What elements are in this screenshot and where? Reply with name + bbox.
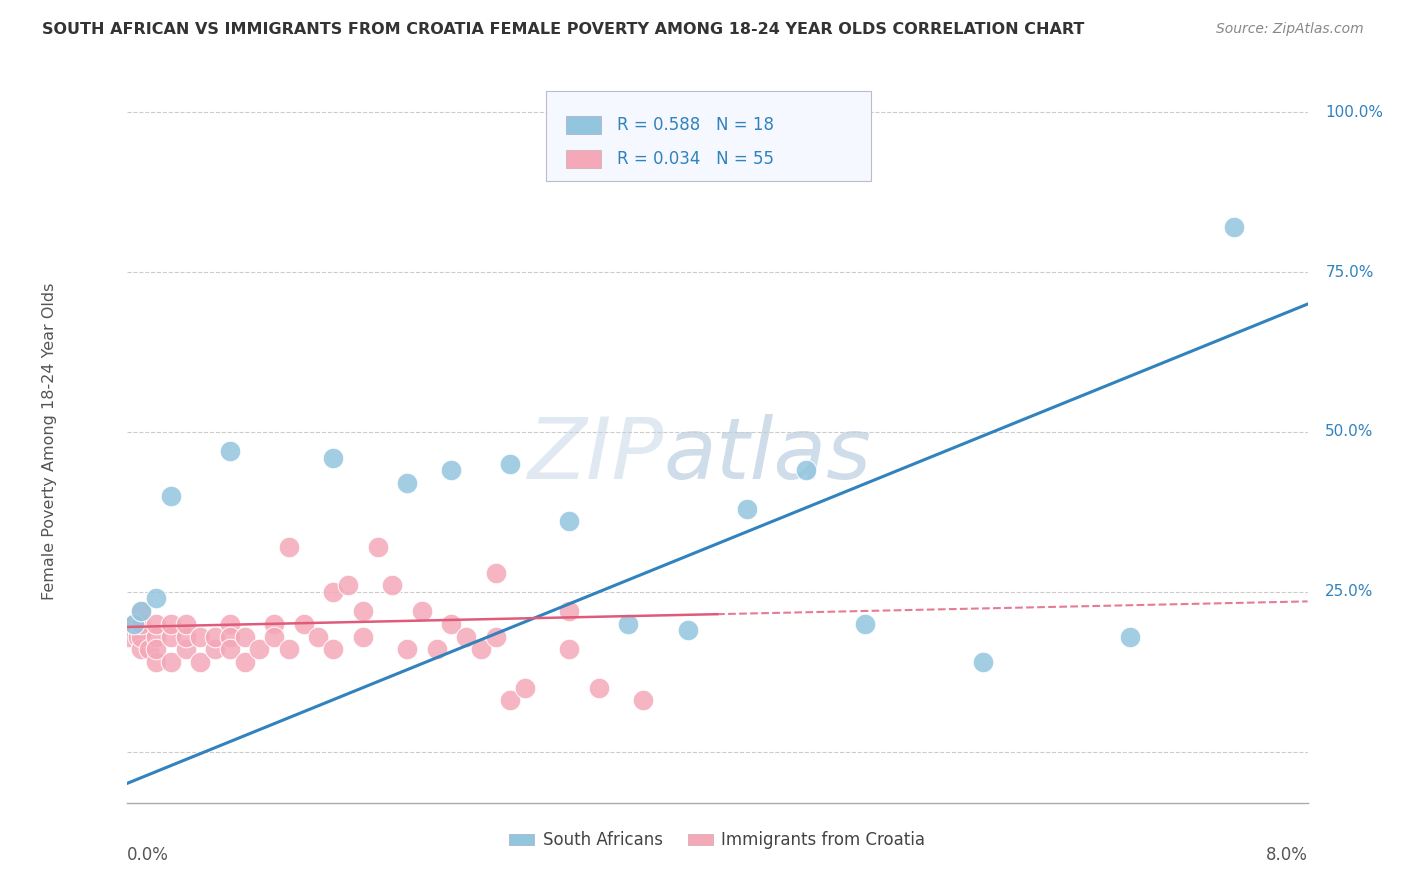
Point (352, 630, 374, 644)
Legend: South Africans, Immigrants from Croatia: South Africans, Immigrants from Croatia (502, 824, 932, 856)
Point (515, 681, 537, 695)
Point (676, 623, 699, 637)
Point (1119, 630, 1142, 644)
Point (263, 630, 285, 644)
Point (233, 655, 256, 669)
Text: R = 0.588   N = 18: R = 0.588 N = 18 (617, 116, 773, 134)
Point (188, 655, 212, 669)
Point (219, 642, 242, 657)
Point (307, 630, 329, 644)
Point (794, 463, 817, 477)
Point (853, 616, 876, 631)
Point (129, 604, 153, 618)
Point (204, 642, 226, 657)
Point (278, 642, 301, 657)
Point (233, 630, 256, 644)
Point (219, 444, 242, 458)
Point (617, 616, 640, 631)
Point (735, 501, 758, 516)
Text: R = 0.034   N = 55: R = 0.034 N = 55 (617, 150, 773, 168)
Point (204, 630, 226, 644)
Point (440, 616, 463, 631)
Point (558, 515, 581, 529)
Text: 0.0%: 0.0% (127, 847, 169, 864)
Text: Source: ZipAtlas.com: Source: ZipAtlas.com (1216, 22, 1364, 37)
Text: 100.0%: 100.0% (1326, 104, 1384, 120)
Point (122, 616, 145, 631)
Point (484, 630, 508, 644)
Text: 8.0%: 8.0% (1265, 847, 1308, 864)
Point (122, 616, 145, 631)
Bar (565, 151, 602, 169)
Point (127, 630, 149, 644)
Point (558, 604, 581, 618)
Point (588, 681, 610, 695)
Text: Female Poverty Among 18-24 Year Olds: Female Poverty Among 18-24 Year Olds (42, 283, 58, 600)
Text: ZIP: ZIP (527, 415, 664, 498)
Point (278, 540, 301, 554)
Point (396, 642, 419, 657)
Point (470, 642, 492, 657)
Point (138, 642, 160, 657)
Point (145, 642, 167, 657)
Point (219, 630, 242, 644)
Point (337, 578, 360, 592)
Point (426, 642, 449, 657)
Point (188, 630, 212, 644)
Point (322, 450, 344, 465)
Point (174, 642, 197, 657)
FancyBboxPatch shape (546, 91, 870, 181)
Point (118, 630, 141, 644)
Text: atlas: atlas (664, 415, 872, 498)
Point (499, 693, 522, 707)
Point (292, 616, 315, 631)
Point (484, 566, 508, 580)
Point (381, 578, 404, 592)
Point (129, 604, 153, 618)
Point (456, 630, 478, 644)
Text: 75.0%: 75.0% (1326, 265, 1374, 279)
Point (129, 630, 153, 644)
Point (499, 457, 522, 471)
Point (396, 476, 419, 491)
Point (129, 616, 153, 631)
Point (322, 584, 344, 599)
Point (160, 655, 183, 669)
Point (174, 630, 197, 644)
Point (972, 655, 994, 669)
Point (145, 655, 167, 669)
Point (249, 642, 271, 657)
Text: 50.0%: 50.0% (1326, 425, 1374, 440)
Bar (565, 117, 602, 135)
Point (145, 591, 167, 606)
Point (411, 604, 433, 618)
Point (145, 616, 167, 631)
Point (352, 604, 374, 618)
Point (129, 642, 153, 657)
Point (633, 693, 655, 707)
Text: SOUTH AFRICAN VS IMMIGRANTS FROM CROATIA FEMALE POVERTY AMONG 18-24 YEAR OLDS CO: SOUTH AFRICAN VS IMMIGRANTS FROM CROATIA… (42, 22, 1084, 37)
Text: 25.0%: 25.0% (1326, 584, 1374, 599)
Point (174, 616, 197, 631)
Point (145, 630, 167, 644)
Point (160, 616, 183, 631)
Point (160, 489, 183, 503)
Point (440, 463, 463, 477)
Point (558, 642, 581, 657)
Point (367, 540, 389, 554)
Point (322, 642, 344, 657)
Point (219, 616, 242, 631)
Point (160, 630, 183, 644)
Point (263, 616, 285, 631)
Point (1223, 220, 1246, 235)
